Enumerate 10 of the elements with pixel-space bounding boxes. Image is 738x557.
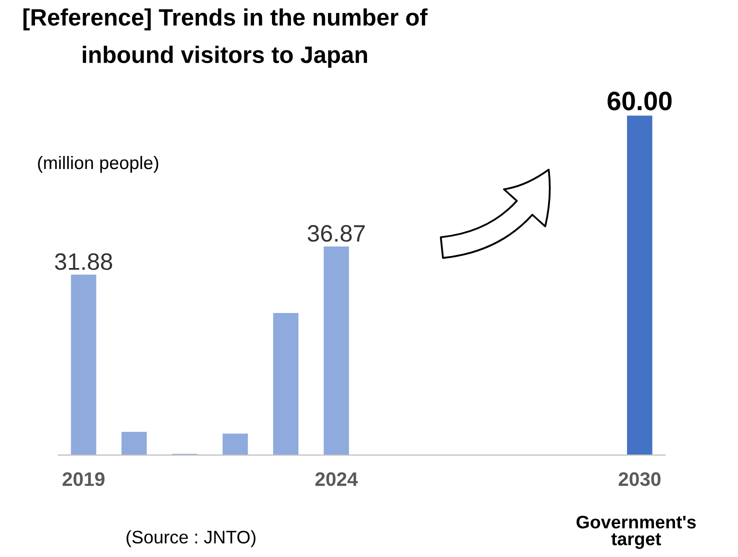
annotation: (million people)	[38, 156, 158, 173]
text: (Source : JNTO)	[126, 530, 256, 548]
data-label: 31.88	[54, 253, 112, 270]
data-label: 36.87	[308, 225, 365, 242]
chart-title: [Reference] Trends in the number of inbound visitors to Japan	[23, 8, 428, 68]
data-label: 60.00	[608, 92, 672, 110]
text: Government's target	[576, 516, 696, 549]
x-tick-label: 2019	[62, 472, 104, 486]
x-tick-label: 2030	[618, 472, 660, 486]
x-tick-label: 2024	[315, 472, 358, 486]
